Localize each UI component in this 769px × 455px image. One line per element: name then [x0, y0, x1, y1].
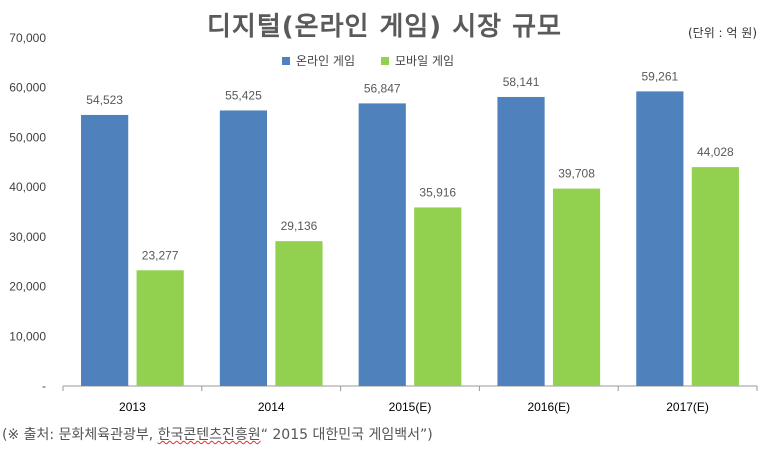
bar-mobile — [414, 207, 462, 386]
bar-online — [636, 91, 684, 386]
y-tick-label: 70,000 — [9, 31, 46, 45]
data-label-mobile: 44,028 — [697, 145, 734, 159]
x-tick-label: 2013 — [119, 400, 146, 414]
data-label-mobile: 39,708 — [558, 167, 595, 181]
source-note: (※ 출처: 문화체육관광부, 한국콘텐츠진흥원“ 2015 대한민국 게임백서… — [2, 424, 433, 444]
bar-online — [358, 103, 406, 387]
legend: 온라인 게임 모바일 게임 — [282, 52, 454, 69]
bar-mobile — [275, 241, 323, 386]
y-tick-label: 40,000 — [9, 180, 46, 194]
legend-label-mobile: 모바일 게임 — [395, 54, 455, 68]
y-tick-label: - — [42, 379, 46, 393]
unit-label: (단위 : 억 원) — [687, 26, 757, 40]
chart-title: 디지털(온라인 게임) 시장 규모 — [207, 12, 562, 42]
bar-online — [219, 110, 268, 387]
legend-swatch-online — [282, 56, 290, 65]
data-label-online: 58,141 — [503, 75, 540, 89]
data-label-online: 54,523 — [86, 93, 123, 107]
x-tick-label: 2014 — [258, 400, 285, 414]
source-prefix: (※ 출처: 문화체육관광부, — [2, 427, 158, 443]
y-tick-label: 20,000 — [9, 280, 46, 294]
y-tick-label: 50,000 — [9, 130, 46, 144]
x-tick-label: 2016(E) — [527, 400, 570, 414]
source-suffix: “ 2015 대한민국 게임백서”) — [260, 427, 433, 443]
bar-mobile — [552, 188, 601, 386]
bar-online — [497, 96, 545, 386]
legend-item-mobile: 모바일 게임 — [381, 52, 454, 69]
y-tick-label: 60,000 — [9, 81, 46, 95]
legend-swatch-mobile — [381, 56, 390, 65]
data-label-mobile: 23,277 — [142, 248, 179, 262]
source-org: 한국콘텐츠진흥원 — [157, 427, 261, 443]
legend-item-online: 온라인 게임 — [282, 52, 355, 69]
data-label-online: 59,261 — [641, 69, 678, 83]
y-tick-label: 10,000 — [9, 329, 46, 343]
data-label-online: 56,847 — [364, 81, 401, 95]
bar-mobile — [691, 167, 739, 386]
x-tick-label: 2015(E) — [389, 400, 432, 414]
data-label-online: 55,425 — [225, 88, 262, 102]
data-label-mobile: 35,916 — [419, 185, 456, 199]
y-tick-label: 30,000 — [9, 230, 46, 244]
data-label-mobile: 29,136 — [281, 219, 318, 233]
x-tick-label: 2017(E) — [666, 400, 709, 414]
bar-online — [81, 114, 129, 386]
bar-mobile — [136, 270, 184, 386]
legend-label-online: 온라인 게임 — [296, 54, 356, 68]
